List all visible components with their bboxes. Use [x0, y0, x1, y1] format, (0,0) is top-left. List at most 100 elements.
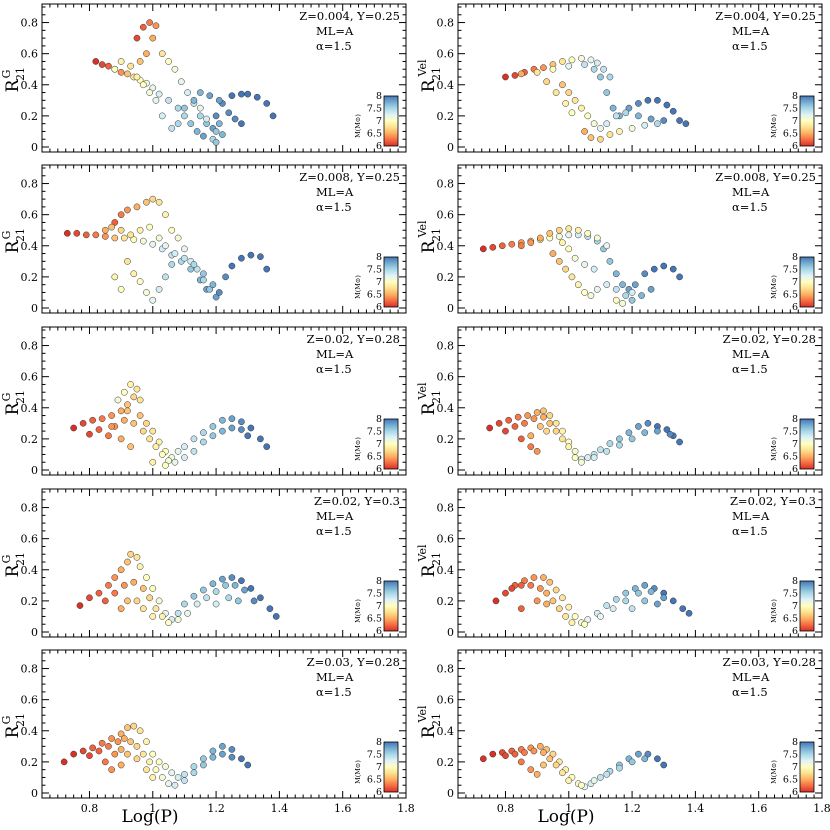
data-point — [565, 225, 573, 233]
data-point — [136, 727, 144, 735]
data-point — [616, 441, 623, 449]
y-tick-label: 0.4 — [437, 240, 455, 253]
data-point — [234, 597, 242, 605]
data-point — [603, 281, 611, 289]
data-point — [578, 781, 585, 789]
data-point — [124, 401, 131, 409]
data-point — [663, 101, 671, 109]
data-points — [70, 381, 271, 469]
data-point — [70, 750, 78, 758]
data-point — [654, 96, 661, 104]
data-point — [124, 724, 131, 732]
y-axis-label-main: R — [3, 401, 23, 415]
data-point — [638, 292, 645, 299]
y-tick-label: 0 — [31, 626, 38, 639]
data-point — [225, 109, 233, 117]
colorbar-tick-label: 6.5 — [783, 290, 798, 301]
y-tick-label: 0.2 — [21, 756, 39, 769]
data-point — [244, 761, 252, 769]
data-point — [669, 107, 677, 115]
data-point — [660, 761, 668, 769]
data-point — [174, 104, 182, 112]
data-point — [238, 418, 245, 426]
data-point — [155, 90, 163, 98]
y-tick-label: 0.6 — [437, 209, 455, 222]
data-point — [676, 117, 683, 124]
panel-annotation: α=1.5 — [732, 200, 768, 214]
colorbar-bar — [383, 256, 399, 308]
colorbar-bar — [799, 580, 815, 632]
y-axis-label-sub: 21 — [14, 228, 27, 242]
data-point — [568, 109, 576, 117]
colorbar-label: M(M⊙) — [354, 275, 362, 299]
colorbar-tick-label: 7.5 — [783, 589, 798, 600]
colorbar-tick-label: 7 — [376, 439, 382, 450]
colorbar-tick-label: 6.5 — [783, 129, 798, 140]
data-point — [212, 128, 220, 135]
colorbar-tick-label: 6.5 — [367, 775, 382, 786]
data-point — [200, 755, 207, 763]
data-point — [505, 416, 512, 424]
colorbar-tick-label: 7 — [792, 116, 798, 127]
data-point — [565, 443, 573, 451]
data-point — [133, 34, 141, 42]
data-point — [98, 61, 106, 68]
data-point — [79, 747, 87, 755]
data-points — [479, 225, 683, 307]
data-point — [479, 755, 487, 763]
data-point — [654, 600, 661, 608]
panel-annotation: ML=A — [732, 347, 770, 361]
y-axis-label-sup: G — [0, 393, 13, 402]
data-point — [86, 594, 93, 602]
data-point — [616, 128, 623, 135]
data-point — [200, 438, 207, 446]
data-point — [171, 458, 179, 466]
y-tick-label: 0.8 — [21, 178, 39, 191]
y-tick-label: 0.4 — [21, 564, 39, 577]
data-point — [578, 54, 585, 62]
data-point — [266, 605, 274, 613]
data-point — [641, 597, 649, 605]
data-point — [124, 206, 131, 214]
colorbar-bar — [383, 580, 399, 632]
data-point — [486, 424, 494, 432]
colorbar: 66.5 77.5 8 M(M⊙) — [354, 576, 399, 637]
data-point — [679, 605, 687, 613]
data-point — [641, 755, 649, 763]
data-point — [559, 81, 566, 89]
data-point — [606, 73, 614, 81]
data-point — [559, 435, 566, 443]
data-point — [565, 777, 573, 784]
colorbar-tick-label: 6 — [792, 787, 798, 798]
data-point — [117, 566, 125, 574]
data-point — [165, 96, 172, 104]
data-point — [212, 138, 220, 146]
data-point — [559, 769, 566, 777]
data-point — [682, 120, 690, 128]
data-point — [117, 746, 125, 753]
data-point — [552, 761, 560, 769]
y-axis-label-main: R — [419, 563, 439, 577]
y-tick-label: 0.6 — [21, 371, 39, 384]
data-point — [635, 750, 642, 758]
colorbar-tick-label: 8 — [376, 737, 382, 748]
data-point — [139, 23, 147, 31]
data-point — [136, 58, 144, 65]
data-point — [641, 581, 649, 589]
panel-annotation: ML=A — [316, 670, 354, 684]
data-point — [219, 427, 226, 435]
data-point — [89, 744, 96, 752]
data-point — [146, 594, 153, 602]
data-point — [269, 112, 277, 120]
data-point — [571, 254, 579, 262]
colorbar-tick-label: 8 — [792, 576, 798, 587]
panel-annotation: Z=0.03, Y=0.28 — [307, 655, 400, 669]
panel-p9: 0.8 1 1.2 1.4 1.6 1.8 0 0.2 0.4 0.6 0.8 RG 21 Z=0.03,… — [0, 649, 415, 815]
y-axis-label-sub: 21 — [430, 228, 443, 242]
colorbar-tick-label: 7 — [792, 277, 798, 288]
data-point — [193, 600, 201, 608]
data-point — [168, 226, 176, 234]
data-point — [174, 120, 182, 128]
data-point — [584, 112, 592, 120]
data-point — [155, 234, 163, 242]
